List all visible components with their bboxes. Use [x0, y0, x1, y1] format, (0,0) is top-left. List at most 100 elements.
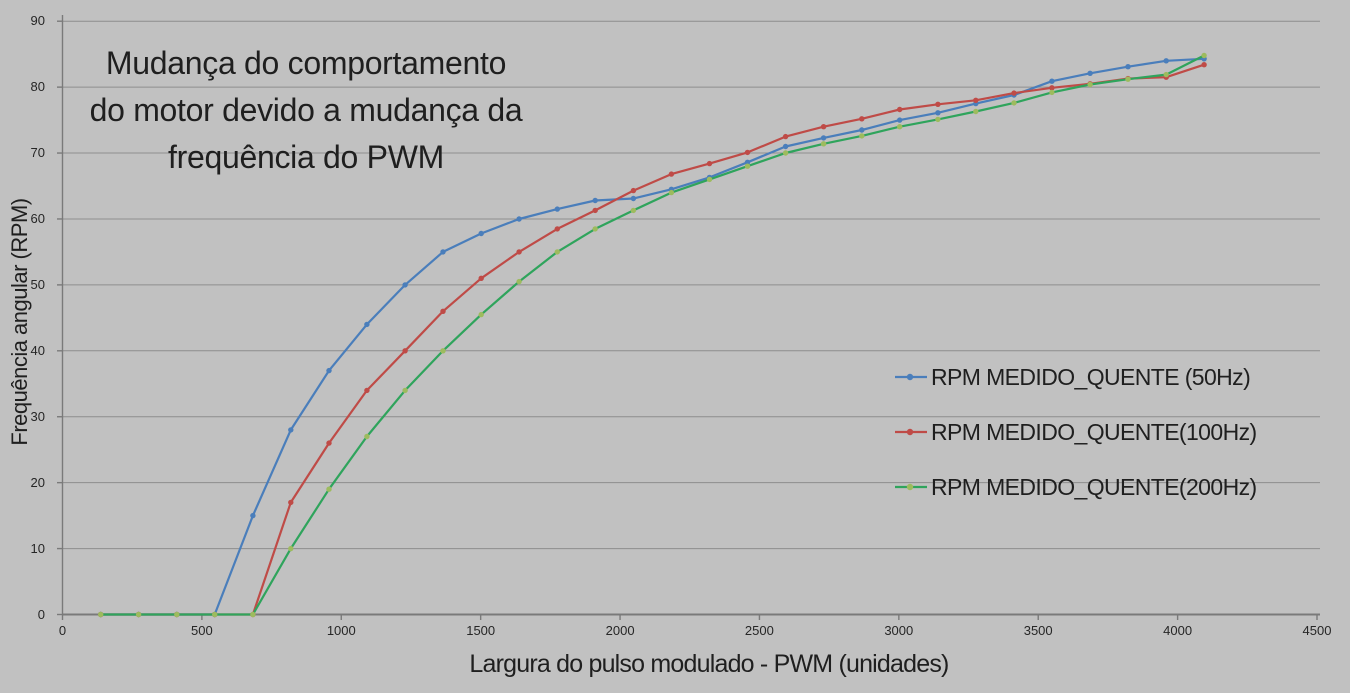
series-0-marker — [554, 206, 560, 212]
y-tick-label-90: 90 — [30, 13, 45, 29]
x-tick-label-4500: 4500 — [1302, 623, 1332, 638]
legend-item-50hz: RPM MEDIDO_QUENTE (50Hz) — [895, 362, 1257, 392]
series-1-marker — [1049, 85, 1055, 91]
series-1-marker — [592, 207, 598, 214]
series-1-marker — [630, 187, 637, 194]
legend-label-50hz: RPM MEDIDO_QUENTE (50Hz) — [931, 363, 1251, 390]
series-line-1 — [100, 63, 1205, 616]
series-line-2 — [100, 54, 1205, 616]
y-tick-label-30: 30 — [30, 408, 45, 424]
y-tick-label-50: 50 — [30, 276, 45, 292]
legend-marker-200hz-icon — [895, 483, 927, 491]
series-0-marker — [250, 512, 256, 519]
legend-item-100hz: RPM MEDIDO_QUENTE(100Hz) — [895, 417, 1257, 447]
series-0-marker — [516, 216, 522, 222]
x-tick-label-2500: 2500 — [744, 623, 774, 638]
series-2-marker — [859, 133, 865, 139]
series-2-marker — [364, 433, 370, 440]
x-tick-label-3500: 3500 — [1023, 623, 1053, 638]
series-2-marker — [668, 189, 675, 196]
series-1-marker — [782, 133, 789, 140]
series-1-marker — [668, 171, 675, 177]
series-0-marker — [326, 367, 332, 374]
series-2-marker — [440, 348, 446, 354]
y-tick-label-40: 40 — [30, 342, 45, 358]
series-2-marker — [935, 116, 941, 123]
legend-marker-100hz-icon — [895, 428, 927, 436]
y-tick-label-20: 20 — [30, 474, 45, 490]
series-2-marker — [1087, 81, 1093, 88]
series-2-marker — [98, 611, 104, 618]
series-1-marker — [973, 97, 979, 104]
series-1-marker — [820, 124, 827, 130]
series-1-marker — [516, 249, 522, 255]
x-tick-label-3000: 3000 — [884, 623, 914, 638]
chart-title-line-3: frequência do PWM — [168, 139, 444, 175]
x-axis-title: Largura do pulso modulado - PWM (unidade… — [469, 650, 949, 678]
series-2-marker — [1011, 100, 1017, 106]
chart-title: Mudança do comportamento do motor devido… — [66, 40, 546, 181]
series-2-marker — [288, 545, 294, 552]
series-0-marker — [935, 110, 941, 116]
y-tick-label-60: 60 — [30, 211, 45, 226]
x-tick-label-0: 0 — [58, 623, 67, 638]
series-2-marker — [402, 387, 408, 394]
series-2-marker — [478, 311, 484, 318]
series-0-marker — [592, 197, 598, 204]
y-tick-label-10: 10 — [30, 540, 45, 556]
series-0-marker — [1163, 58, 1169, 64]
series-2-marker — [1125, 76, 1131, 82]
series-0-marker — [364, 321, 370, 328]
x-tick-label-500: 500 — [191, 623, 213, 638]
series-2-marker — [744, 163, 751, 169]
y-tick-label-70: 70 — [30, 145, 45, 160]
series-2-marker — [212, 611, 218, 618]
series-2-marker — [706, 176, 713, 183]
series-0-marker — [1049, 78, 1055, 84]
series-2-marker — [592, 226, 598, 232]
series-1-marker — [706, 160, 713, 167]
series-2-marker — [897, 124, 903, 130]
chart-title-line-2: do motor devido a mudança da — [89, 92, 523, 128]
x-tick-label-1000: 1000 — [326, 623, 356, 638]
legend-label-100hz: RPM MEDIDO_QUENTE(100Hz) — [931, 418, 1257, 445]
series-2-marker — [135, 611, 142, 618]
legend: RPM MEDIDO_QUENTE (50Hz) RPM MEDIDO_QUEN… — [895, 362, 1257, 527]
series-0-marker — [859, 127, 865, 133]
series-1-marker — [935, 101, 941, 108]
x-tick-label-1500: 1500 — [466, 623, 496, 638]
series-1-marker — [364, 387, 370, 394]
series-1-marker — [326, 440, 332, 446]
series-0-marker — [1125, 63, 1131, 70]
series-2-marker — [250, 611, 256, 618]
series-0-marker — [630, 195, 637, 202]
series-2-marker — [1201, 52, 1207, 59]
series-1-marker — [1201, 61, 1207, 68]
series-0-marker — [440, 249, 446, 255]
series-2-marker — [516, 278, 522, 285]
x-tick-label-4000: 4000 — [1163, 623, 1193, 638]
series-2-marker — [174, 611, 180, 618]
series-1-marker — [554, 226, 560, 232]
series-0-marker — [288, 427, 294, 433]
series-1-marker — [440, 308, 446, 314]
legend-label-200hz: RPM MEDIDO_QUENTE(200Hz) — [931, 473, 1257, 500]
series-0-marker — [897, 117, 903, 123]
series-2-marker — [782, 150, 789, 156]
legend-item-200hz: RPM MEDIDO_QUENTE(200Hz) — [895, 472, 1257, 502]
series-1-marker — [859, 116, 865, 122]
series-0-marker — [744, 159, 751, 165]
series-1-marker — [897, 106, 903, 113]
series-0-marker — [820, 135, 827, 141]
series-0-marker — [1087, 70, 1093, 77]
series-2-marker — [1049, 89, 1055, 96]
series-2-marker — [630, 207, 637, 214]
series-1-marker — [744, 149, 751, 156]
series-2-marker — [973, 108, 979, 115]
y-tick-label-80: 80 — [30, 79, 45, 95]
series-0-marker — [782, 143, 789, 150]
series-1-marker — [402, 348, 408, 354]
series-2-marker — [554, 249, 560, 255]
series-1-marker — [478, 275, 484, 281]
